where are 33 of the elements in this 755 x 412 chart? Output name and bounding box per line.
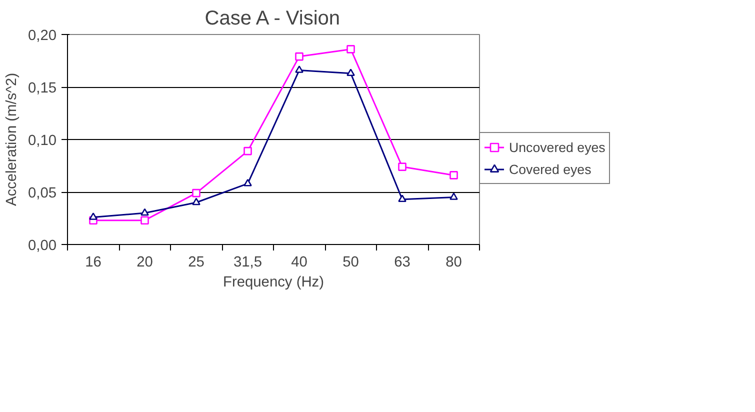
x-tick-label: 20 [136, 254, 153, 270]
x-tick-label: 63 [394, 254, 410, 270]
y-tick-label: 0,15 [28, 80, 57, 96]
point [192, 188, 200, 198]
point [450, 192, 458, 200]
point [450, 171, 458, 180]
point [295, 52, 304, 61]
x-axis-title: Frequency (Hz) [223, 274, 324, 290]
point [398, 162, 406, 171]
y-axis-title: Acceleration (m/s^2) [4, 72, 20, 206]
x-tick-label: 31,5 [233, 254, 262, 270]
x-tick-label: 40 [291, 254, 308, 270]
point [244, 178, 252, 186]
chart-title: Case A - Vision [204, 8, 340, 30]
point [346, 45, 355, 54]
point [295, 66, 304, 73]
point [244, 146, 252, 156]
point [346, 68, 355, 76]
y-tick-label: 0,20 [28, 28, 57, 44]
y-tick-label: 0,05 [28, 186, 57, 202]
legend-label: Uncovered eyes [509, 140, 606, 154]
y-tick-label: 0,00 [28, 238, 57, 254]
point [140, 208, 149, 216]
y-tick-label: 0,10 [28, 133, 57, 149]
point [398, 194, 406, 202]
x-tick-label: 25 [188, 254, 204, 270]
x-tick-label: 80 [446, 254, 462, 270]
x-tick-label: 50 [342, 254, 359, 270]
legend-label: Covered eyes [509, 162, 592, 176]
x-tick-label: 16 [85, 254, 102, 270]
point [89, 212, 98, 220]
point [192, 198, 200, 206]
point [140, 216, 149, 224]
